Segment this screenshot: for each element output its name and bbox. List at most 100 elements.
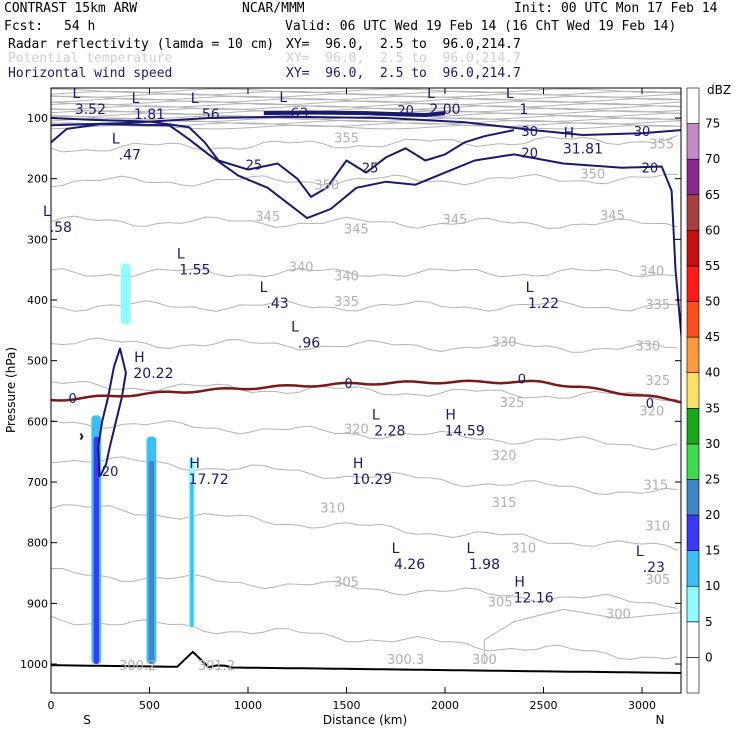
theta-line <box>51 107 681 113</box>
end-label-north: N <box>656 713 665 727</box>
wind-speed-contours <box>51 110 681 674</box>
extremum-value: 31.81 <box>563 141 603 157</box>
field-1-xy: XY= 96.0, 2.5 to 96.0,214.7 <box>286 37 521 52</box>
theta-contour-label: 335 <box>334 295 359 310</box>
field-2-name: Potential temperature <box>8 51 173 66</box>
theta-contour-label: 345 <box>255 210 280 225</box>
x-tick-label: 2500 <box>530 699 558 712</box>
extremum-low-marker: L <box>279 90 287 106</box>
theta-line <box>51 93 681 98</box>
extremum-low-marker: L <box>372 407 380 423</box>
colorbar-tick-label: 55 <box>705 259 720 273</box>
extremum-value: .43 <box>266 296 288 312</box>
header-fcst-value: 54 h <box>64 19 96 34</box>
theta-line <box>483 608 681 664</box>
theta-line <box>51 117 681 123</box>
field-3-name: Horizontal wind speed <box>8 66 173 81</box>
colorbar-tick-label: 45 <box>705 330 720 344</box>
theta-line <box>51 419 678 451</box>
freezing-level-label: 0 <box>344 377 352 392</box>
wind-contour-20 <box>51 123 681 337</box>
extremum-low-marker: L <box>636 544 644 560</box>
theta-line <box>51 90 681 96</box>
x-tick-label: 3000 <box>628 699 656 712</box>
extremum-low-marker: L <box>506 86 514 102</box>
jet-core-contour <box>263 110 446 117</box>
theta-contour-label: 305 <box>334 575 359 590</box>
extremum-low-marker: L <box>132 91 140 107</box>
reflectivity-core <box>93 436 100 665</box>
theta-contour-label: 300.2 <box>119 659 156 674</box>
header-init: Init: 00 UTC Mon 17 Feb 14 <box>514 1 718 16</box>
wind-contour-label: 20 <box>521 146 538 161</box>
y-tick-label: 900 <box>27 597 48 610</box>
theta-line <box>51 100 681 106</box>
extremum-value: .63 <box>286 106 308 122</box>
extremum-value: 10.29 <box>352 472 392 488</box>
extremum-value: 1 <box>519 102 528 118</box>
colorbar-swatch <box>686 158 700 196</box>
extremum-low-marker: L <box>112 131 120 147</box>
theta-contour-label: 320 <box>492 449 517 464</box>
theta-contour-label: 340 <box>639 265 664 280</box>
extremum-value: 12.16 <box>514 590 554 606</box>
colorbar-swatch <box>686 407 700 445</box>
extremum-low-marker: L <box>427 86 435 102</box>
wind-contour-label: 20 <box>102 465 119 480</box>
colorbar-swatch <box>686 372 700 409</box>
theta-contour-label: 310 <box>320 501 345 516</box>
colorbar-swatch <box>686 336 700 374</box>
colorbar-swatch <box>686 194 700 231</box>
colorbar-swatch <box>686 301 700 338</box>
wind-contour-small <box>79 432 84 441</box>
extremum-low-marker: L <box>392 541 400 557</box>
colorbar: 0 5 10 15 20 25 30 35 40 45 50 55 60 65 70 75 <box>686 87 720 694</box>
y-tick-label: 600 <box>27 415 48 428</box>
extremum-high-marker: H <box>189 456 200 472</box>
extremum-high-marker: H <box>445 407 456 423</box>
theta-contour-label: 355 <box>649 137 674 152</box>
theta-contour-label: 320 <box>344 422 369 437</box>
extremum-value: 17.72 <box>189 472 229 488</box>
theta-line <box>51 504 678 551</box>
extremum-high-marker: H <box>134 350 145 366</box>
wind-contour-label: 25 <box>246 159 263 174</box>
extremum-high-marker: H <box>353 456 364 472</box>
extremum-value: 3.52 <box>75 102 106 118</box>
theta-contour-label: 330 <box>635 339 660 354</box>
extremum-value: .23 <box>643 560 665 576</box>
end-label-south: S <box>83 713 91 727</box>
freezing-level-label: 0 <box>646 397 654 412</box>
theta-line <box>51 615 678 660</box>
theta-contour-label: 325 <box>645 374 670 389</box>
header-org: NCAR/MMM <box>242 1 305 16</box>
theta-contour-label: 345 <box>442 213 467 228</box>
x-tick-label: 1000 <box>234 699 262 712</box>
theta-contour-label: 350 <box>580 168 605 183</box>
theta-line <box>51 337 678 353</box>
extremum-low-marker: L <box>526 280 534 296</box>
colorbar-swatch <box>686 514 700 551</box>
extremum-value: .96 <box>298 336 320 352</box>
colorbar-tick-label: 15 <box>705 544 720 558</box>
wind-contour-25 <box>51 117 515 198</box>
theta-contour-label: 305 <box>488 595 513 610</box>
theta-contour-label: 315 <box>643 478 668 493</box>
theta-contour-label: 301.2 <box>198 659 235 674</box>
theta-line <box>51 215 678 229</box>
x-axis-title: Distance (km) <box>323 713 407 727</box>
theta-contour-label: 300 <box>606 608 631 623</box>
wind-contour-20-south <box>97 347 127 477</box>
colorbar-tick-label: 50 <box>705 295 720 309</box>
colorbar-swatch <box>686 585 700 623</box>
field-2-xy: XY= 96.0, 2.5 to 96.0,214.7 <box>286 51 521 66</box>
wind-contour-label: 30 <box>521 125 538 140</box>
theta-contour-label: 325 <box>500 396 525 411</box>
theta-contour-label: 320 <box>639 404 664 419</box>
extremum-value: .47 <box>119 147 141 163</box>
extremum-value: 1.22 <box>528 296 559 312</box>
theta-line <box>51 124 681 130</box>
extremum-value: 1.55 <box>179 263 210 279</box>
